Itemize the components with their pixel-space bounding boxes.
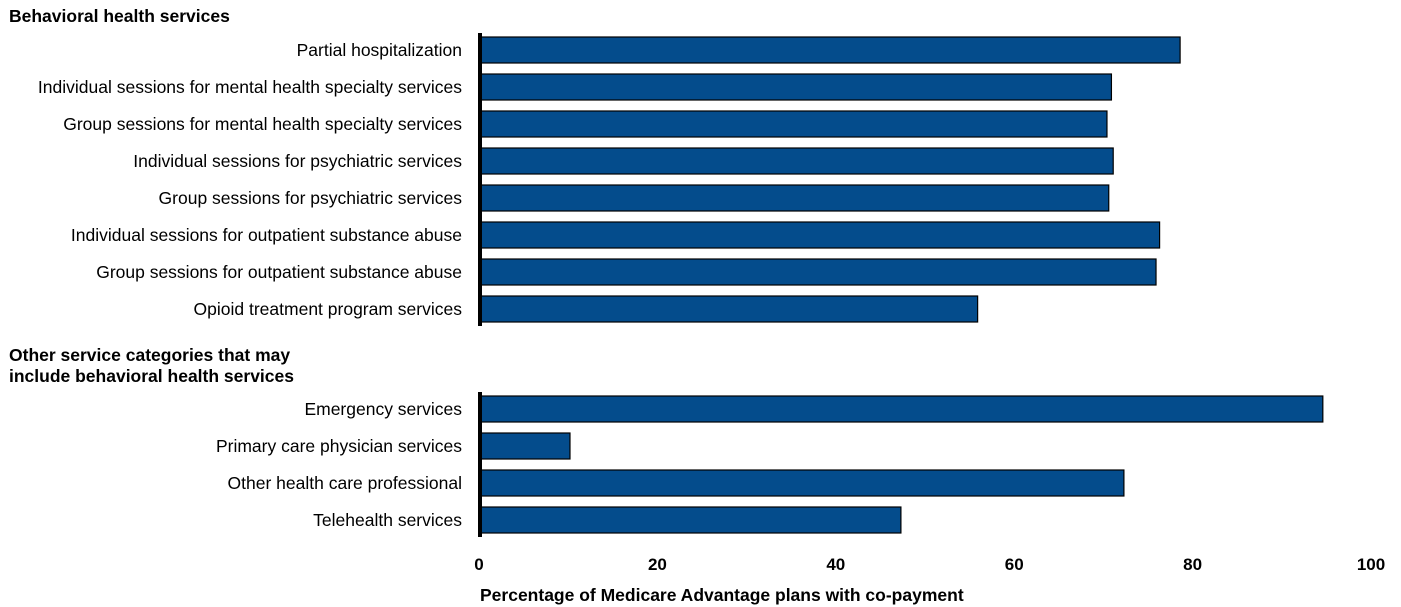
category-label: Individual sessions for psychiatric serv… — [133, 151, 462, 171]
x-tick-label: 20 — [648, 555, 667, 574]
group-title-other-line-1: Other service categories that may — [9, 345, 291, 365]
bar — [478, 432, 571, 460]
category-label: Emergency services — [304, 399, 462, 419]
bar — [478, 506, 902, 534]
category-label: Primary care physician services — [216, 436, 462, 456]
x-tick-label: 100 — [1357, 555, 1385, 574]
bar — [478, 147, 1114, 175]
bar — [478, 184, 1110, 212]
bar — [478, 36, 1181, 64]
category-label: Group sessions for outpatient substance … — [96, 262, 462, 282]
bar — [478, 73, 1113, 101]
bar — [478, 469, 1125, 497]
bar — [478, 221, 1161, 249]
x-axis-title: Percentage of Medicare Advantage plans w… — [480, 585, 964, 605]
x-tick-label: 80 — [1183, 555, 1202, 574]
bar — [478, 295, 979, 323]
group-title-other: Other service categories that may includ… — [9, 345, 294, 387]
group-title-behavioral: Behavioral health services — [9, 6, 230, 26]
category-label: Group sessions for mental health special… — [63, 114, 462, 134]
bar — [478, 395, 1324, 423]
category-label: Group sessions for psychiatric services — [159, 188, 463, 208]
bar — [478, 258, 1157, 286]
category-label: Partial hospitalization — [297, 40, 462, 60]
x-tick-label: 0 — [474, 555, 483, 574]
category-label: Telehealth services — [313, 510, 462, 530]
category-label: Opioid treatment program services — [194, 299, 463, 319]
category-label: Other health care professional — [228, 473, 462, 493]
x-tick-label: 40 — [826, 555, 845, 574]
category-label: Individual sessions for outpatient subst… — [71, 225, 462, 245]
x-tick-label: 60 — [1005, 555, 1024, 574]
bar — [478, 110, 1108, 138]
category-label: Individual sessions for mental health sp… — [38, 77, 462, 97]
group-title-other-line-2: include behavioral health services — [9, 366, 294, 386]
